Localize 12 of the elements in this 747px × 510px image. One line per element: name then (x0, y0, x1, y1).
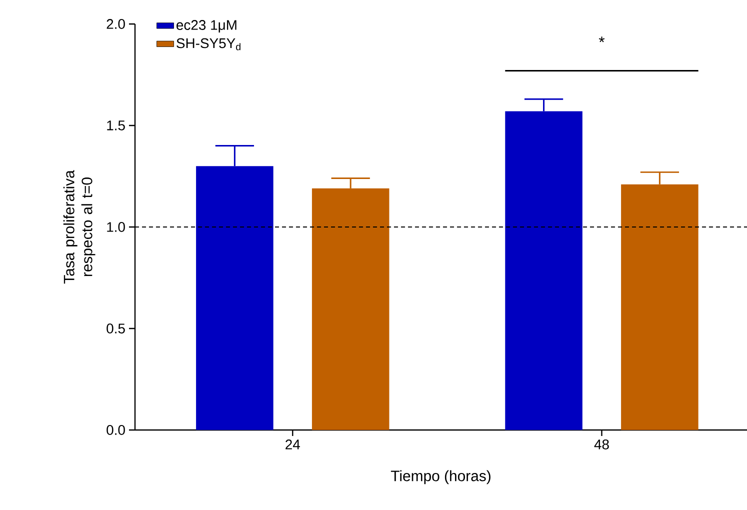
x-tick-label: 24 (286, 440, 300, 450)
y-tick-label: 0.5 (106, 324, 125, 334)
y-tick-label: 1.5 (107, 120, 125, 130)
y-tick-label: 0.0 (106, 425, 125, 435)
y-tick-label: 2.0 (106, 19, 125, 29)
y-tick-label: 1.0 (107, 222, 125, 232)
x-tick-label: 48 (594, 440, 609, 450)
annotation: * (598, 36, 605, 42)
legend-label: SH-SY5Y$_{d}$ (176, 38, 240, 50)
y-axis-title: Tasa proliferativa respecto al t=0 (63, 170, 96, 284)
legend-label: ec23 1μM (176, 20, 236, 32)
x-axis-title: Tiempo (horas) (390, 470, 490, 484)
